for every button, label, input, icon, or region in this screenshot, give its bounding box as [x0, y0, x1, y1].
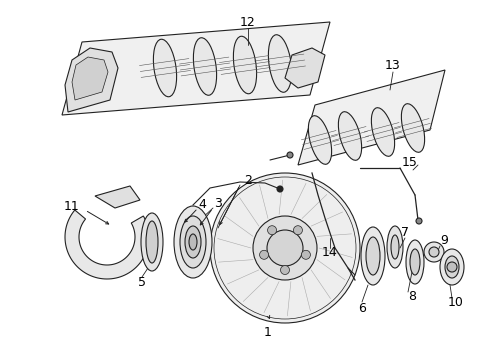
- Text: 15: 15: [401, 156, 417, 168]
- Ellipse shape: [409, 249, 419, 275]
- Circle shape: [276, 186, 283, 192]
- Circle shape: [209, 173, 359, 323]
- Polygon shape: [285, 48, 325, 88]
- Ellipse shape: [141, 213, 163, 271]
- Text: 10: 10: [447, 297, 463, 310]
- Polygon shape: [65, 210, 149, 279]
- Circle shape: [259, 250, 268, 259]
- Polygon shape: [72, 57, 108, 100]
- Polygon shape: [65, 48, 118, 112]
- Polygon shape: [62, 22, 329, 115]
- Text: 7: 7: [400, 225, 408, 239]
- Ellipse shape: [386, 226, 402, 268]
- Ellipse shape: [193, 38, 216, 95]
- Ellipse shape: [308, 116, 331, 164]
- Ellipse shape: [405, 240, 423, 284]
- Circle shape: [415, 218, 421, 224]
- Text: 9: 9: [439, 234, 447, 247]
- Text: 1: 1: [264, 325, 271, 338]
- Text: 13: 13: [385, 59, 400, 72]
- Circle shape: [423, 242, 443, 262]
- Text: 11: 11: [64, 199, 80, 212]
- Ellipse shape: [153, 39, 176, 97]
- Circle shape: [266, 230, 303, 266]
- Ellipse shape: [360, 227, 384, 285]
- Ellipse shape: [184, 226, 201, 258]
- Ellipse shape: [444, 256, 458, 278]
- Ellipse shape: [390, 235, 398, 259]
- Text: 3: 3: [214, 197, 222, 210]
- Circle shape: [428, 247, 438, 257]
- Circle shape: [267, 226, 276, 235]
- Text: 6: 6: [357, 302, 365, 315]
- Circle shape: [252, 216, 316, 280]
- Ellipse shape: [401, 104, 424, 152]
- Text: 5: 5: [138, 276, 146, 289]
- Ellipse shape: [439, 249, 463, 285]
- Text: 8: 8: [407, 291, 415, 303]
- Ellipse shape: [174, 206, 212, 278]
- Ellipse shape: [233, 36, 256, 94]
- Circle shape: [301, 250, 310, 259]
- Text: 12: 12: [240, 15, 255, 28]
- Text: 4: 4: [198, 198, 205, 211]
- Text: 2: 2: [244, 174, 251, 186]
- Polygon shape: [95, 186, 140, 208]
- Ellipse shape: [370, 108, 394, 156]
- Ellipse shape: [268, 35, 291, 92]
- Text: 14: 14: [322, 247, 337, 260]
- Circle shape: [293, 226, 302, 235]
- Circle shape: [446, 262, 456, 272]
- Ellipse shape: [180, 216, 205, 268]
- Ellipse shape: [189, 234, 197, 250]
- Ellipse shape: [365, 237, 379, 275]
- Circle shape: [280, 266, 289, 274]
- Ellipse shape: [146, 221, 158, 263]
- Circle shape: [286, 152, 292, 158]
- Polygon shape: [297, 70, 444, 165]
- Ellipse shape: [338, 112, 361, 160]
